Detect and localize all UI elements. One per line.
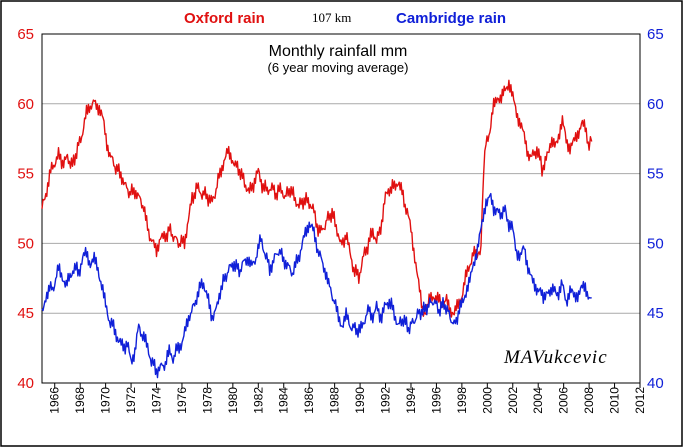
x-tick-label: 1972 [124,387,138,414]
legend-oxford-label: Oxford rain [184,10,265,27]
x-tick-label: 1984 [277,387,291,414]
x-tick-label: 2006 [557,387,571,414]
legend-cambridge-label: Cambridge rain [396,10,506,27]
x-tick-label: 1982 [251,387,265,414]
x-tick-label: 1976 [175,387,189,414]
y-left-tick-label: 65 [17,26,34,43]
x-tick-label: 1968 [73,387,87,414]
x-tick-label: 1988 [328,387,342,414]
y-right-tick-label: 60 [647,96,664,113]
x-tick-label: 1966 [48,387,62,414]
y-left-tick-label: 60 [17,96,34,113]
x-tick-label: 1986 [302,387,316,414]
y-right-tick-label: 55 [647,166,664,183]
x-tick-label: 1970 [99,387,113,414]
y-right-tick-label: 40 [647,375,664,392]
y-left-tick-label: 45 [17,305,34,322]
series-line-oxford [41,79,593,318]
right-axis: 40 45 50 55 60 65 [647,26,664,392]
y-right-tick-label: 65 [647,26,664,43]
x-tick-label: 1990 [353,387,367,414]
y-right-tick-label: 45 [647,305,664,322]
x-tick-label: 2010 [608,387,622,414]
y-right-tick-label: 50 [647,235,664,252]
x-tick-label: 1978 [200,387,214,414]
x-tick-label: 2008 [582,387,596,414]
x-tick-label: 1980 [226,387,240,414]
left-axis: 40 45 50 55 60 65 [17,26,34,392]
series-group [41,79,593,379]
x-tick-label: 1998 [455,387,469,414]
x-tick-label: 1994 [404,387,418,414]
chart-subtitle: (6 year moving average) [268,60,409,75]
distance-label: 107 km [312,10,351,25]
author-signature: MAVukcevic [503,347,608,368]
x-tick-label: 1996 [429,387,443,414]
chart-title: Monthly rainfall mm [269,43,408,60]
y-left-tick-label: 40 [17,375,34,392]
x-tick-label: 2002 [506,387,520,414]
y-left-tick-label: 55 [17,166,34,183]
x-tick-label: 1992 [379,387,393,414]
y-left-tick-label: 50 [17,235,34,252]
series-line-cambridge [41,192,592,379]
x-axis: 1966 1968 1970 1972 1974 1976 1978 1980 1982 1984… [48,383,647,414]
x-tick-label: 2012 [633,387,647,414]
x-tick-label: 1974 [150,387,164,414]
x-tick-label: 2000 [480,387,494,414]
x-tick-label: 2004 [531,387,545,414]
